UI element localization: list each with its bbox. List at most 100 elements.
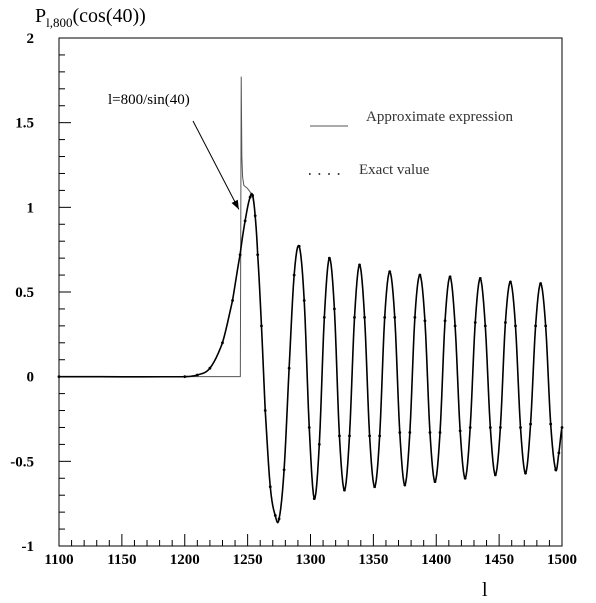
y-axis-title-main: P xyxy=(35,5,46,27)
y-axis-title-rest: (cos(40)) xyxy=(73,5,146,27)
x-tick-label: 1250 xyxy=(233,552,263,568)
y-tick-label: 1 xyxy=(27,200,35,216)
series-exact-line xyxy=(58,192,563,524)
series-exact-point xyxy=(57,375,61,379)
series-exact-point xyxy=(292,273,296,277)
y-axis-title: Pl,800(cos(40)) xyxy=(35,5,146,30)
series-exact-point xyxy=(253,214,257,218)
series-exact-point xyxy=(312,497,316,500)
series-exact-point xyxy=(498,426,502,429)
x-tick-label: 1500 xyxy=(547,552,577,568)
series-exact-point xyxy=(403,483,407,487)
series-exact-point xyxy=(488,426,492,429)
series-exact-point xyxy=(443,319,447,323)
y-tick-label: -1 xyxy=(22,539,35,555)
y-tick-label: 0.5 xyxy=(15,285,34,301)
x-tick-label: 1300 xyxy=(296,552,326,568)
x-tick-label: 1150 xyxy=(107,552,136,568)
series-exact-point xyxy=(332,307,336,311)
series-exact-point xyxy=(453,324,457,328)
series-exact-point xyxy=(438,431,442,434)
y-tick-label: -0.5 xyxy=(10,454,34,470)
series-exact-point xyxy=(529,422,532,426)
series-exact-point xyxy=(544,324,548,328)
x-axis-title: l xyxy=(482,579,488,601)
series-exact-point xyxy=(251,194,255,197)
series-exact-point xyxy=(483,324,487,328)
x-tick-label: 1400 xyxy=(421,552,451,568)
series-exact-point xyxy=(463,476,467,480)
series-exact-point xyxy=(317,443,321,446)
series-exact-point xyxy=(307,426,311,429)
series-exact-point xyxy=(468,426,472,429)
series-exact-point xyxy=(478,277,482,280)
series-exact-point xyxy=(554,468,558,472)
x-tick-label: 1200 xyxy=(170,552,200,568)
series-exact-point xyxy=(519,426,522,429)
series-exact-point xyxy=(327,256,331,260)
series-exact-point xyxy=(413,316,417,319)
series-exact-point xyxy=(418,273,422,277)
series-layer xyxy=(57,76,564,524)
series-exact-point xyxy=(260,324,263,328)
series-exact-point xyxy=(549,422,553,426)
x-tick-label: 1450 xyxy=(484,552,514,568)
series-exact-point xyxy=(221,341,224,345)
series-exact-point xyxy=(363,316,366,319)
series-exact-point xyxy=(557,451,561,455)
y-axis-ticks: -1 -0.5 0 0.5 1 1.5 2 xyxy=(10,31,71,555)
series-exact-point xyxy=(539,282,543,285)
series-exact-point xyxy=(297,244,301,248)
series-exact-point xyxy=(322,316,326,319)
series-exact-point xyxy=(428,431,432,434)
series-exact-point xyxy=(378,434,382,438)
series-exact-point xyxy=(353,316,356,319)
series-exact-point xyxy=(256,253,260,257)
series-exact-point xyxy=(302,299,306,302)
x-tick-label: 1350 xyxy=(358,552,388,568)
series-exact-point xyxy=(348,434,351,438)
series-exact-point xyxy=(534,324,537,328)
series-exact-point xyxy=(493,473,497,477)
series-exact-point xyxy=(448,275,452,279)
series-exact-point xyxy=(368,434,372,438)
series-exact-point xyxy=(243,219,247,223)
annotation-arrow-head xyxy=(231,199,239,210)
y-tick-label: 0 xyxy=(27,370,35,386)
series-exact-point xyxy=(238,253,242,257)
legend-label-exact: Exact value xyxy=(359,162,430,178)
series-exact-point xyxy=(524,471,527,475)
series-exact-point xyxy=(398,431,402,434)
y-axis-title-subscript: l,800 xyxy=(46,15,72,30)
series-exact-point xyxy=(388,270,392,274)
series-exact-point xyxy=(277,517,281,521)
series-exact-point xyxy=(473,321,477,324)
series-exact-point xyxy=(231,299,234,302)
series-exact-point xyxy=(383,316,387,319)
series-exact-point xyxy=(195,373,199,377)
series-exact-point xyxy=(287,366,291,370)
series-exact-point xyxy=(338,434,341,438)
series-exact-point xyxy=(373,485,377,489)
series-exact-point xyxy=(248,195,252,199)
series-exact-point xyxy=(273,514,277,517)
series-exact-point xyxy=(208,366,212,370)
annotation-arrow-line xyxy=(192,120,240,210)
series-exact-point xyxy=(408,431,412,434)
series-exact-point xyxy=(458,429,462,433)
series-exact-point xyxy=(263,409,267,412)
series-exact-point xyxy=(343,488,346,492)
series-exact-point xyxy=(423,319,427,323)
series-exact-point xyxy=(504,321,507,324)
legend: Approximate expression Exact value xyxy=(309,109,514,178)
svg-text:Pl,800(cos(40)): Pl,800(cos(40)) xyxy=(35,5,146,30)
series-exact-point xyxy=(433,480,437,484)
series-exact-point xyxy=(514,324,517,328)
legend-label-approximate: Approximate expression xyxy=(366,109,514,125)
y-tick-label: 1.5 xyxy=(15,116,34,132)
annotation: l=800/sin(40) xyxy=(108,92,240,210)
y-tick-label: 2 xyxy=(27,31,35,47)
x-axis-ticks: 1100 1150 1200 1250 1300 1350 1400 1450 1500 xyxy=(44,534,577,568)
series-exact-point xyxy=(183,375,187,379)
